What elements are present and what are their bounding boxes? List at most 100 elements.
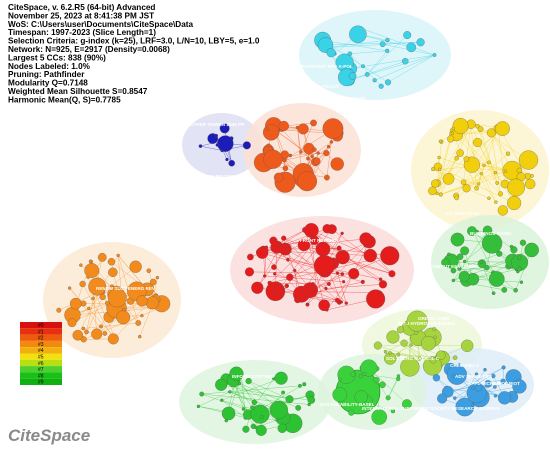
node: [358, 374, 363, 379]
node: [294, 296, 301, 304]
edge: [366, 34, 408, 75]
node-label: TRANSPORT RES A-POL: [298, 64, 353, 69]
node: [388, 270, 396, 278]
legend-label: #1: [38, 329, 44, 335]
node: [305, 302, 310, 307]
node: [481, 233, 503, 254]
header-line: Harmonic Mean(Q, S)=0.7785: [8, 95, 121, 104]
node: [306, 286, 315, 294]
node: [295, 404, 302, 411]
node: [307, 396, 316, 404]
node: [335, 250, 350, 265]
node: [490, 373, 496, 379]
node: [487, 196, 491, 200]
node: [497, 391, 512, 405]
edge: [466, 165, 485, 189]
node-label: FRONT PSYCHOL: [300, 238, 339, 243]
edge: [326, 273, 354, 311]
node: [228, 390, 232, 394]
edge: [83, 322, 139, 329]
node: [135, 320, 142, 326]
node: [326, 48, 336, 58]
node: [516, 167, 523, 174]
header-line: Pruning: Pathfinder: [8, 70, 85, 79]
node: [497, 205, 508, 216]
node: [281, 244, 285, 248]
legend-label: #9: [38, 380, 44, 386]
node: [274, 371, 288, 385]
edge: [374, 54, 435, 81]
node: [256, 246, 269, 259]
node: [416, 38, 425, 47]
node: [454, 156, 459, 161]
node: [284, 283, 289, 289]
node: [402, 57, 409, 65]
node: [402, 399, 412, 410]
node: [306, 156, 310, 161]
node: [457, 266, 462, 271]
node: [385, 38, 390, 43]
legend-swatch: [20, 340, 62, 348]
node: [269, 236, 278, 245]
edge: [437, 141, 442, 184]
legend-label: #6: [38, 361, 44, 367]
node: [432, 53, 437, 57]
node: [88, 277, 107, 296]
node: [428, 186, 437, 196]
node-label: INT J HYDROGEN ENERG: [398, 321, 455, 326]
node: [373, 341, 382, 350]
node: [462, 184, 471, 193]
node: [348, 268, 360, 280]
edge: [470, 124, 477, 189]
node: [471, 403, 475, 407]
node: [56, 307, 62, 313]
node: [516, 255, 522, 260]
edge: [454, 367, 504, 399]
node: [507, 178, 525, 197]
node: [79, 263, 83, 267]
node: [460, 246, 470, 256]
node: [518, 150, 539, 170]
node: [450, 131, 454, 136]
node: [350, 371, 356, 377]
node: [347, 51, 353, 57]
node: [373, 376, 380, 384]
node: [88, 259, 93, 263]
node: [438, 139, 443, 144]
node: [338, 377, 342, 381]
node: [107, 333, 119, 345]
node: [245, 377, 252, 385]
node: [437, 393, 448, 404]
node: [326, 281, 331, 286]
node: [457, 363, 462, 367]
legend-swatch: [20, 372, 62, 379]
legend-label: #4: [38, 348, 44, 354]
node: [91, 328, 103, 340]
node: [250, 404, 270, 424]
node: [322, 224, 332, 234]
node: [298, 383, 302, 388]
node: [379, 381, 386, 389]
edge: [325, 42, 421, 46]
node: [442, 173, 455, 185]
node-label: INTERNATIONAL TURFGRASS SOCIETY RESEARCH…: [362, 406, 501, 411]
edge: [366, 50, 388, 75]
node: [509, 244, 514, 249]
edge: [201, 385, 300, 395]
edge: [437, 166, 515, 204]
node: [332, 387, 348, 403]
node: [372, 78, 377, 83]
node: [122, 307, 126, 312]
node: [316, 151, 320, 155]
node: [340, 231, 344, 235]
node: [400, 339, 408, 347]
node: [198, 144, 203, 148]
node: [390, 409, 396, 414]
node: [484, 264, 490, 271]
edge: [322, 40, 389, 83]
node: [309, 235, 320, 246]
edge: [463, 124, 472, 183]
legend-swatch: [20, 378, 62, 385]
node: [145, 296, 159, 310]
node: [286, 273, 294, 281]
